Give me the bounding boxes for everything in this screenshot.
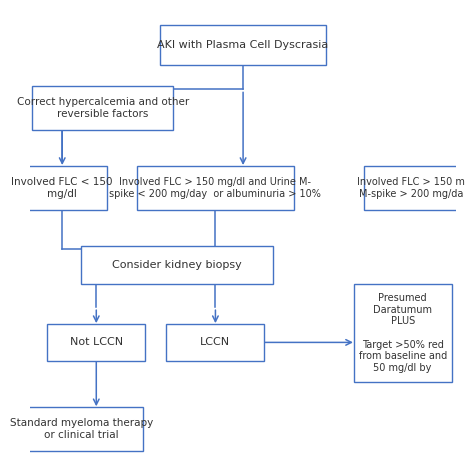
FancyBboxPatch shape — [137, 165, 294, 210]
FancyBboxPatch shape — [20, 407, 143, 451]
Text: Presumed
Daratumum
PLUS

Target >50% red
from baseline and
50 mg/dl by: Presumed Daratumum PLUS Target >50% red … — [358, 293, 447, 373]
Text: Involved FLC > 150 mg/dl and Urine M-
spike < 200 mg/day  or albuminuria > 10%: Involved FLC > 150 mg/dl and Urine M- sp… — [109, 177, 321, 199]
Text: Not LCCN: Not LCCN — [70, 337, 123, 347]
Text: AKI with Plasma Cell Dyscrasia: AKI with Plasma Cell Dyscrasia — [157, 40, 328, 50]
FancyBboxPatch shape — [47, 324, 145, 361]
FancyBboxPatch shape — [160, 25, 326, 65]
Text: Standard myeloma therapy
or clinical trial: Standard myeloma therapy or clinical tri… — [10, 418, 153, 440]
FancyBboxPatch shape — [365, 165, 458, 210]
Text: Involved FLC < 150
mg/dl: Involved FLC < 150 mg/dl — [11, 177, 113, 199]
Text: Correct hypercalcemia and other
reversible factors: Correct hypercalcemia and other reversib… — [17, 97, 189, 119]
Text: LCCN: LCCN — [201, 337, 230, 347]
FancyBboxPatch shape — [354, 284, 452, 382]
FancyBboxPatch shape — [32, 86, 173, 130]
FancyBboxPatch shape — [166, 324, 264, 361]
Text: Involved FLC > 150 m
M-spike > 200 mg/da: Involved FLC > 150 m M-spike > 200 mg/da — [357, 177, 465, 199]
FancyBboxPatch shape — [18, 165, 107, 210]
Text: Consider kidney biopsy: Consider kidney biopsy — [112, 260, 242, 270]
FancyBboxPatch shape — [82, 246, 273, 284]
